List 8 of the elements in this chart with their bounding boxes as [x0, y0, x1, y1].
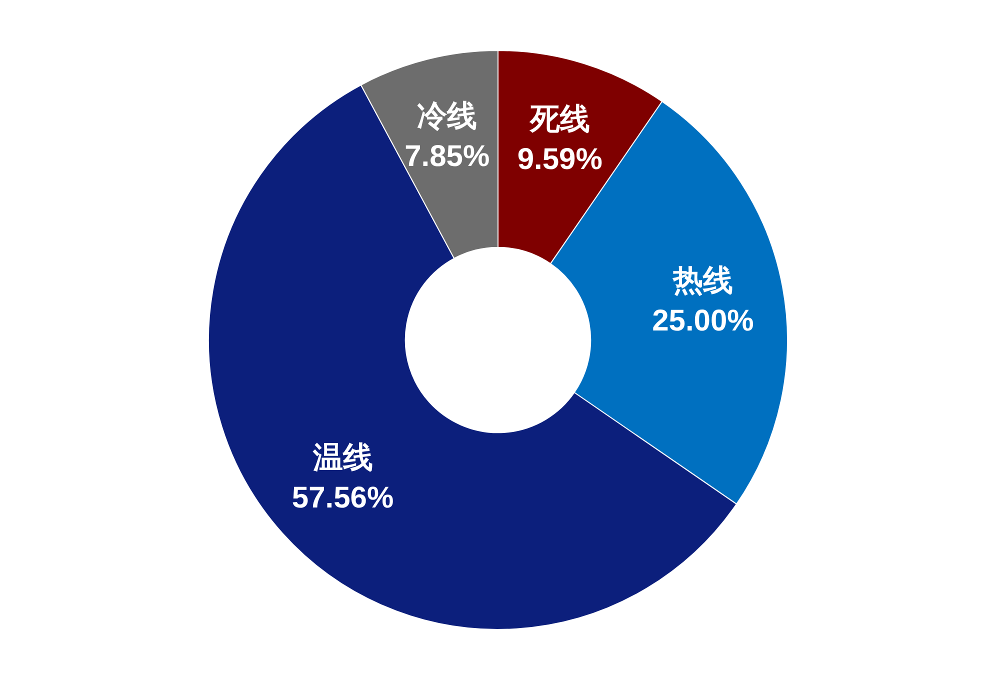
data-label: 25.00%: [652, 304, 754, 338]
data-label: 9.59%: [517, 143, 602, 176]
data-label: 57.56%: [292, 481, 394, 514]
slice-label: 冷线: [417, 100, 478, 134]
slice-label: 死线: [528, 103, 590, 136]
data-label: 7.85%: [404, 140, 490, 174]
slice-label: 热线: [672, 264, 733, 298]
slice-label: 温线: [312, 441, 373, 474]
